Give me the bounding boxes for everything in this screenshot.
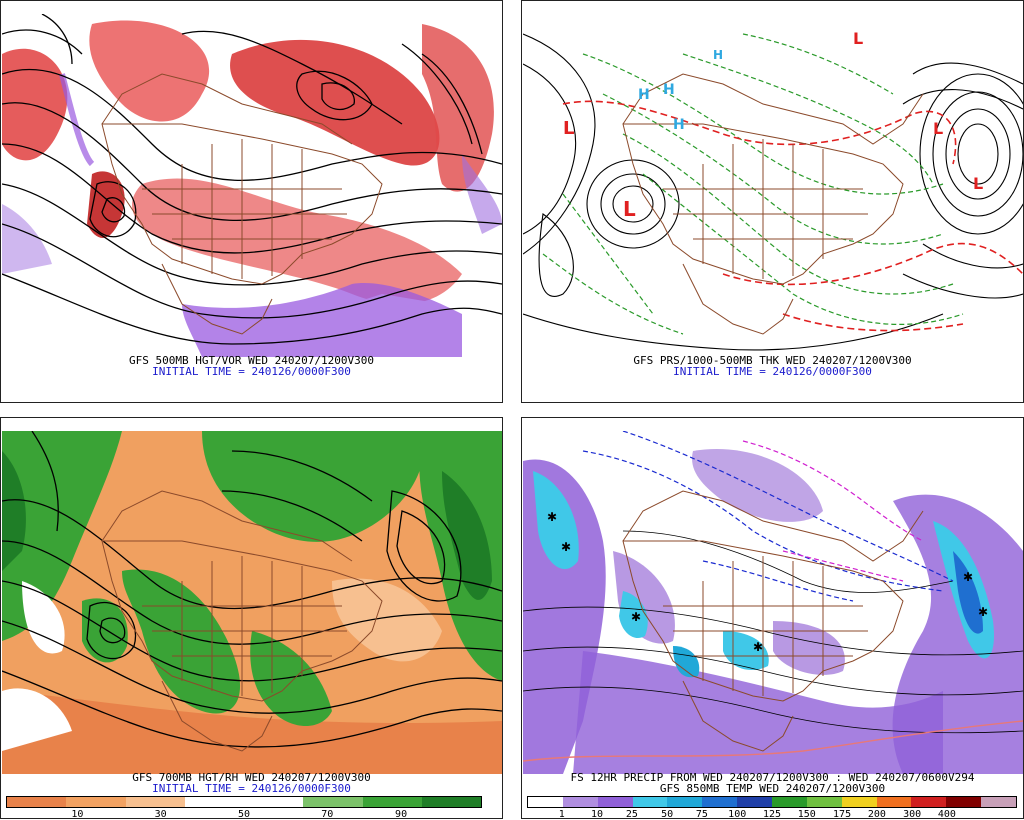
high-pressure-marker-4: H bbox=[713, 48, 723, 62]
precip-swatch bbox=[911, 797, 947, 807]
rh-swatch bbox=[184, 797, 244, 807]
precip-tick: 50 bbox=[661, 809, 674, 820]
high-pressure-marker-1: H bbox=[638, 87, 650, 103]
precip-swatch bbox=[772, 797, 807, 807]
precip-tick: 125 bbox=[762, 809, 782, 820]
low-pressure-marker-west: L bbox=[623, 197, 636, 221]
panel1-init-time: INITIAL TIME = 240126/0000F300 bbox=[152, 365, 351, 378]
low-pressure-marker-east: L bbox=[933, 119, 943, 138]
rh-tick: 30 bbox=[154, 809, 167, 820]
precip-tick: 300 bbox=[903, 809, 922, 820]
precip-tick: 100 bbox=[728, 809, 747, 820]
precip-swatch bbox=[806, 797, 842, 807]
rh-swatch bbox=[125, 797, 185, 807]
precip-swatch bbox=[597, 797, 633, 807]
rh-swatch bbox=[66, 797, 126, 807]
low-pressure-marker-north: L bbox=[853, 29, 863, 48]
rh-swatch bbox=[362, 797, 422, 807]
map-precip: ✱ ✱ ✱ ✱ ✱ ✱ bbox=[523, 431, 1023, 774]
precip-tick: 1 bbox=[558, 809, 565, 820]
low-pressure-marker-atlantic: L bbox=[973, 174, 983, 193]
snow-symbol: ✱ bbox=[561, 540, 571, 554]
snow-symbol: ✱ bbox=[631, 610, 641, 624]
precip-swatch bbox=[528, 797, 563, 807]
precip-swatch bbox=[841, 797, 877, 807]
rh-tick: 90 bbox=[395, 809, 408, 820]
snow-symbol: ✱ bbox=[963, 570, 973, 584]
precip-swatch bbox=[562, 797, 598, 807]
precip-tick: 150 bbox=[797, 809, 816, 820]
precip-tick: 10 bbox=[591, 809, 604, 820]
precip-swatch bbox=[876, 797, 912, 807]
panel2-title: GFS PRS/1000-500MB THK WED 240207/1200V3… bbox=[633, 354, 912, 367]
low-pressure-marker-pacific: L bbox=[563, 118, 574, 139]
panel2-init-time: INITIAL TIME = 240126/0000F300 bbox=[673, 365, 872, 378]
rh-colorbar-ticks: 10 30 50 70 90 bbox=[6, 809, 482, 820]
panel-500mb-vorticity: GFS 500MB HGT/VOR WED 240207/1200V300 IN… bbox=[0, 0, 503, 403]
precip-swatch bbox=[737, 797, 773, 807]
precip-tick: 75 bbox=[695, 809, 708, 820]
precip-swatch bbox=[632, 797, 668, 807]
snow-symbol: ✱ bbox=[547, 510, 557, 524]
panel-700mb-rh: GFS 700MB HGT/RH WED 240207/1200V300 INI… bbox=[0, 417, 503, 820]
map-500mb bbox=[2, 14, 502, 357]
panel3-title: GFS 700MB HGT/RH WED 240207/1200V300 bbox=[132, 771, 371, 784]
precip-tick: 25 bbox=[625, 809, 638, 820]
panel-pressure-thickness: L L L L L H H H H GFS PRS/1000-500MB THK… bbox=[521, 0, 1024, 403]
precip-colorbar bbox=[527, 796, 1017, 808]
map-pressure: L L L L L H H H H bbox=[523, 14, 1023, 357]
precip-tick: 200 bbox=[867, 809, 886, 820]
panel3-init-time: INITIAL TIME = 240126/0000F300 bbox=[152, 782, 351, 795]
rh-tick: 50 bbox=[237, 809, 251, 820]
precip-tick: 175 bbox=[833, 809, 852, 820]
rh-swatch bbox=[7, 797, 67, 807]
high-pressure-marker-3: H bbox=[673, 117, 685, 133]
rh-tick: 70 bbox=[321, 809, 334, 820]
panel4-title: FS 12HR PRECIP FROM WED 240207/1200V300 … bbox=[570, 771, 975, 784]
panel1-title: GFS 500MB HGT/VOR WED 240207/1200V300 bbox=[128, 354, 375, 367]
high-pressure-marker-2: H bbox=[663, 82, 675, 98]
snow-symbol: ✱ bbox=[753, 640, 763, 654]
precip-swatch bbox=[702, 797, 738, 807]
snow-symbol: ✱ bbox=[978, 605, 988, 619]
rh-colorbar bbox=[6, 796, 482, 808]
precip-colorbar-ticks: 1 10 25 50 75 100 125 150 175 200 300 40… bbox=[527, 809, 1017, 820]
precip-swatch bbox=[667, 797, 703, 807]
precip-tick: 400 bbox=[937, 809, 956, 820]
panel-precip-850mb-temp: ✱ ✱ ✱ ✱ ✱ ✱ FS 12HR PRECIP FROM WED 2402… bbox=[521, 417, 1024, 820]
precip-swatch bbox=[981, 797, 1017, 807]
rh-tick: 10 bbox=[71, 809, 84, 820]
rh-swatch bbox=[244, 797, 304, 807]
precip-swatch bbox=[946, 797, 982, 807]
rh-swatch bbox=[303, 797, 363, 807]
map-700mb bbox=[2, 431, 502, 774]
panel4-subtitle: GFS 850MB TEMP WED 240207/1200V300 bbox=[659, 782, 886, 795]
rh-swatch bbox=[421, 797, 481, 807]
